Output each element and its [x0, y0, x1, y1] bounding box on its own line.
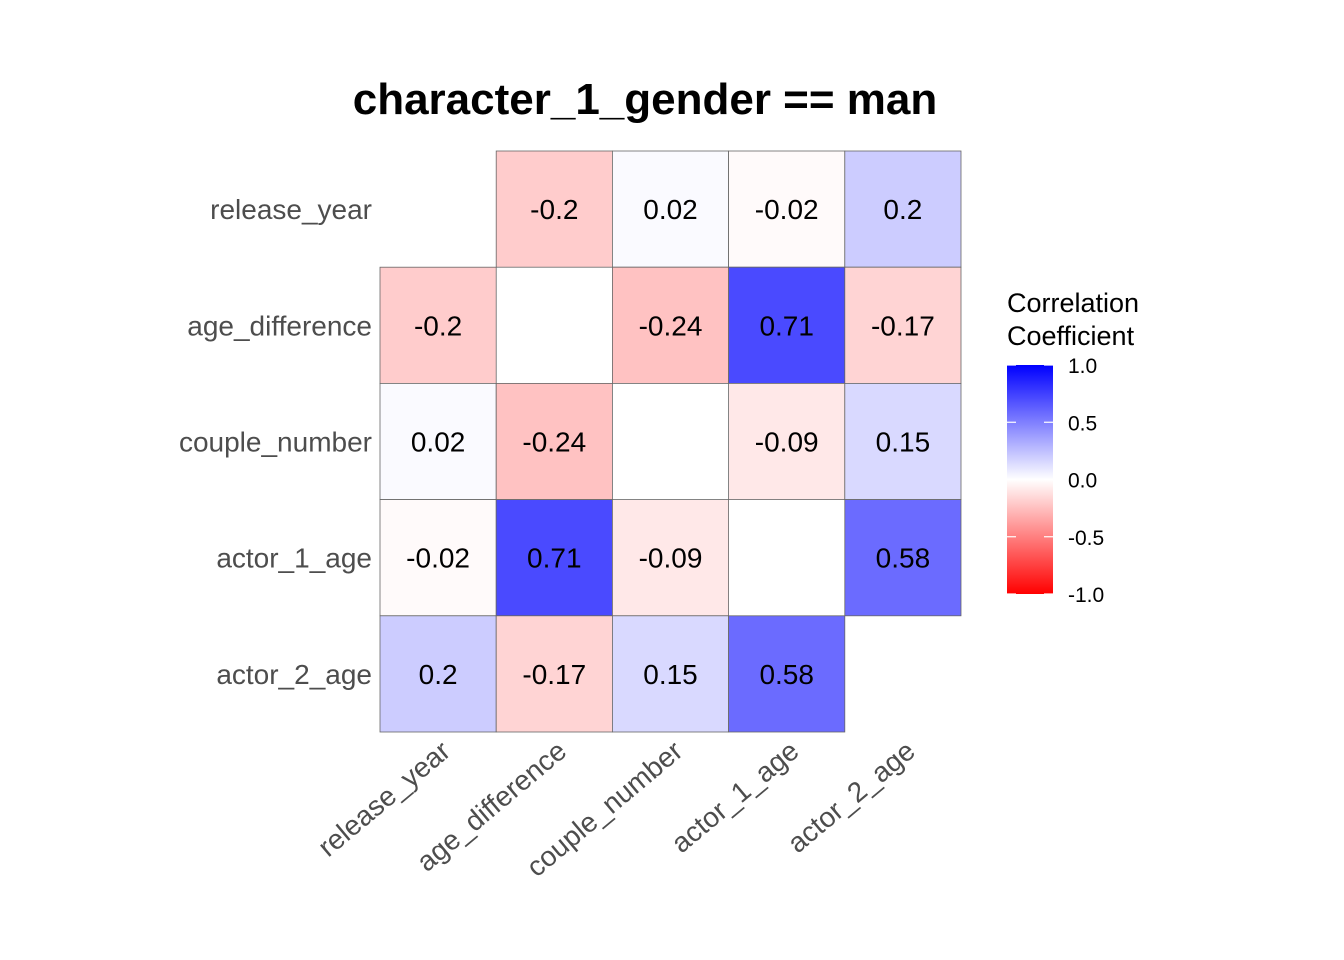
heatmap-cell-actor_2_age-release_year — [379, 615, 497, 733]
legend-ticks: 1.0 0.5 0.0 -0.5 -1.0 — [1007, 355, 1104, 607]
cell-value-label: -0.24 — [639, 310, 703, 341]
cell-value-label: 0.15 — [643, 659, 698, 690]
heatmap-cell-actor_1_age-age_difference — [495, 499, 613, 617]
cell-value-label: -0.24 — [522, 427, 586, 458]
heatmap-cell-age_difference-couple_number — [612, 266, 730, 384]
heatmap-cell-couple_number-actor_2_age — [844, 382, 962, 500]
cell-value-label: 0.2 — [883, 194, 922, 225]
cell-value-label: -0.2 — [414, 310, 462, 341]
legend-tick-label: -1.0 — [1068, 584, 1104, 607]
cell-value-label: -0.17 — [522, 659, 586, 690]
cell-value-label: -0.2 — [530, 194, 578, 225]
cell-value-label: -0.09 — [755, 427, 819, 458]
legend-tick-label: 1.0 — [1068, 355, 1097, 378]
row-label-age_difference: age_difference — [187, 310, 372, 341]
legend-tick-label: -0.5 — [1068, 527, 1104, 550]
column-labels: release_yearage_differencecouple_numbera… — [312, 735, 921, 883]
row-labels: release_year age_difference couple_numbera… — [179, 194, 372, 690]
cell-value-label: 0.2 — [419, 659, 458, 690]
cell-value-label: 0.02 — [411, 427, 466, 458]
row-label-couple_number: couple_number — [179, 427, 372, 458]
cell-value-label: 0.71 — [527, 543, 582, 574]
cell-value-label: 0.58 — [759, 659, 814, 690]
column-label-actor_1_age: actor_1_age — [665, 735, 804, 859]
heatmap-cell-age_difference-release_year — [379, 266, 497, 384]
heatmap-cell-release_year-actor_2_age — [844, 150, 962, 268]
heatmap-cell-actor_2_age-age_difference — [495, 615, 613, 733]
heatmap-cell-age_difference-actor_1_age — [728, 266, 846, 384]
heatmap-cells: -0.2 0.02 -0.02 0.2 -0.2 -0.24 0.71 -0.17 0.02 -0… — [379, 150, 962, 733]
chart-title: character_1_gender == man — [353, 75, 938, 124]
cell-value-label: -0.17 — [871, 310, 935, 341]
heatmap-cell-actor_2_age-actor_1_age — [728, 615, 846, 733]
legend-tick-label: 0.0 — [1068, 470, 1097, 493]
cell-value-label: 0.15 — [876, 427, 931, 458]
heatmap-cell-age_difference-actor_2_age — [844, 266, 962, 384]
legend-title-line-2: Coefficient — [1007, 321, 1135, 351]
heatmap-cell-release_year-actor_1_age — [728, 150, 846, 268]
row-label-actor_2_age: actor_2_age — [216, 659, 372, 690]
legend-title-line-1: Correlation — [1007, 288, 1139, 318]
heatmap-cell-release_year-couple_number — [612, 150, 730, 268]
cell-value-label: -0.02 — [406, 543, 470, 574]
heatmap-cell-actor_1_age-couple_number — [612, 499, 730, 617]
cell-value-label: 0.58 — [876, 543, 931, 574]
heatmap-cell-actor_2_age-couple_number — [612, 615, 730, 733]
row-label-actor_1_age: actor_1_age — [216, 543, 372, 574]
cell-value-label: 0.71 — [759, 310, 814, 341]
cell-value-label: -0.02 — [755, 194, 819, 225]
legend-tick-label: 0.5 — [1068, 412, 1097, 435]
heatmap-cell-release_year-age_difference — [495, 150, 613, 268]
row-label-release_year: release_year — [210, 194, 372, 225]
heatmap-cell-actor_1_age-release_year — [379, 499, 497, 617]
cell-value-label: 0.02 — [643, 194, 698, 225]
heatmap-cell-actor_1_age-actor_2_age — [844, 499, 962, 617]
heatmap-cell-couple_number-age_difference — [495, 382, 613, 500]
column-label-actor_2_age: actor_2_age — [782, 735, 921, 859]
cell-value-label: -0.09 — [639, 543, 703, 574]
color-legend: Correlation Coefficient 1.0 0.5 0.0 -0.5 -1.… — [1007, 288, 1139, 607]
